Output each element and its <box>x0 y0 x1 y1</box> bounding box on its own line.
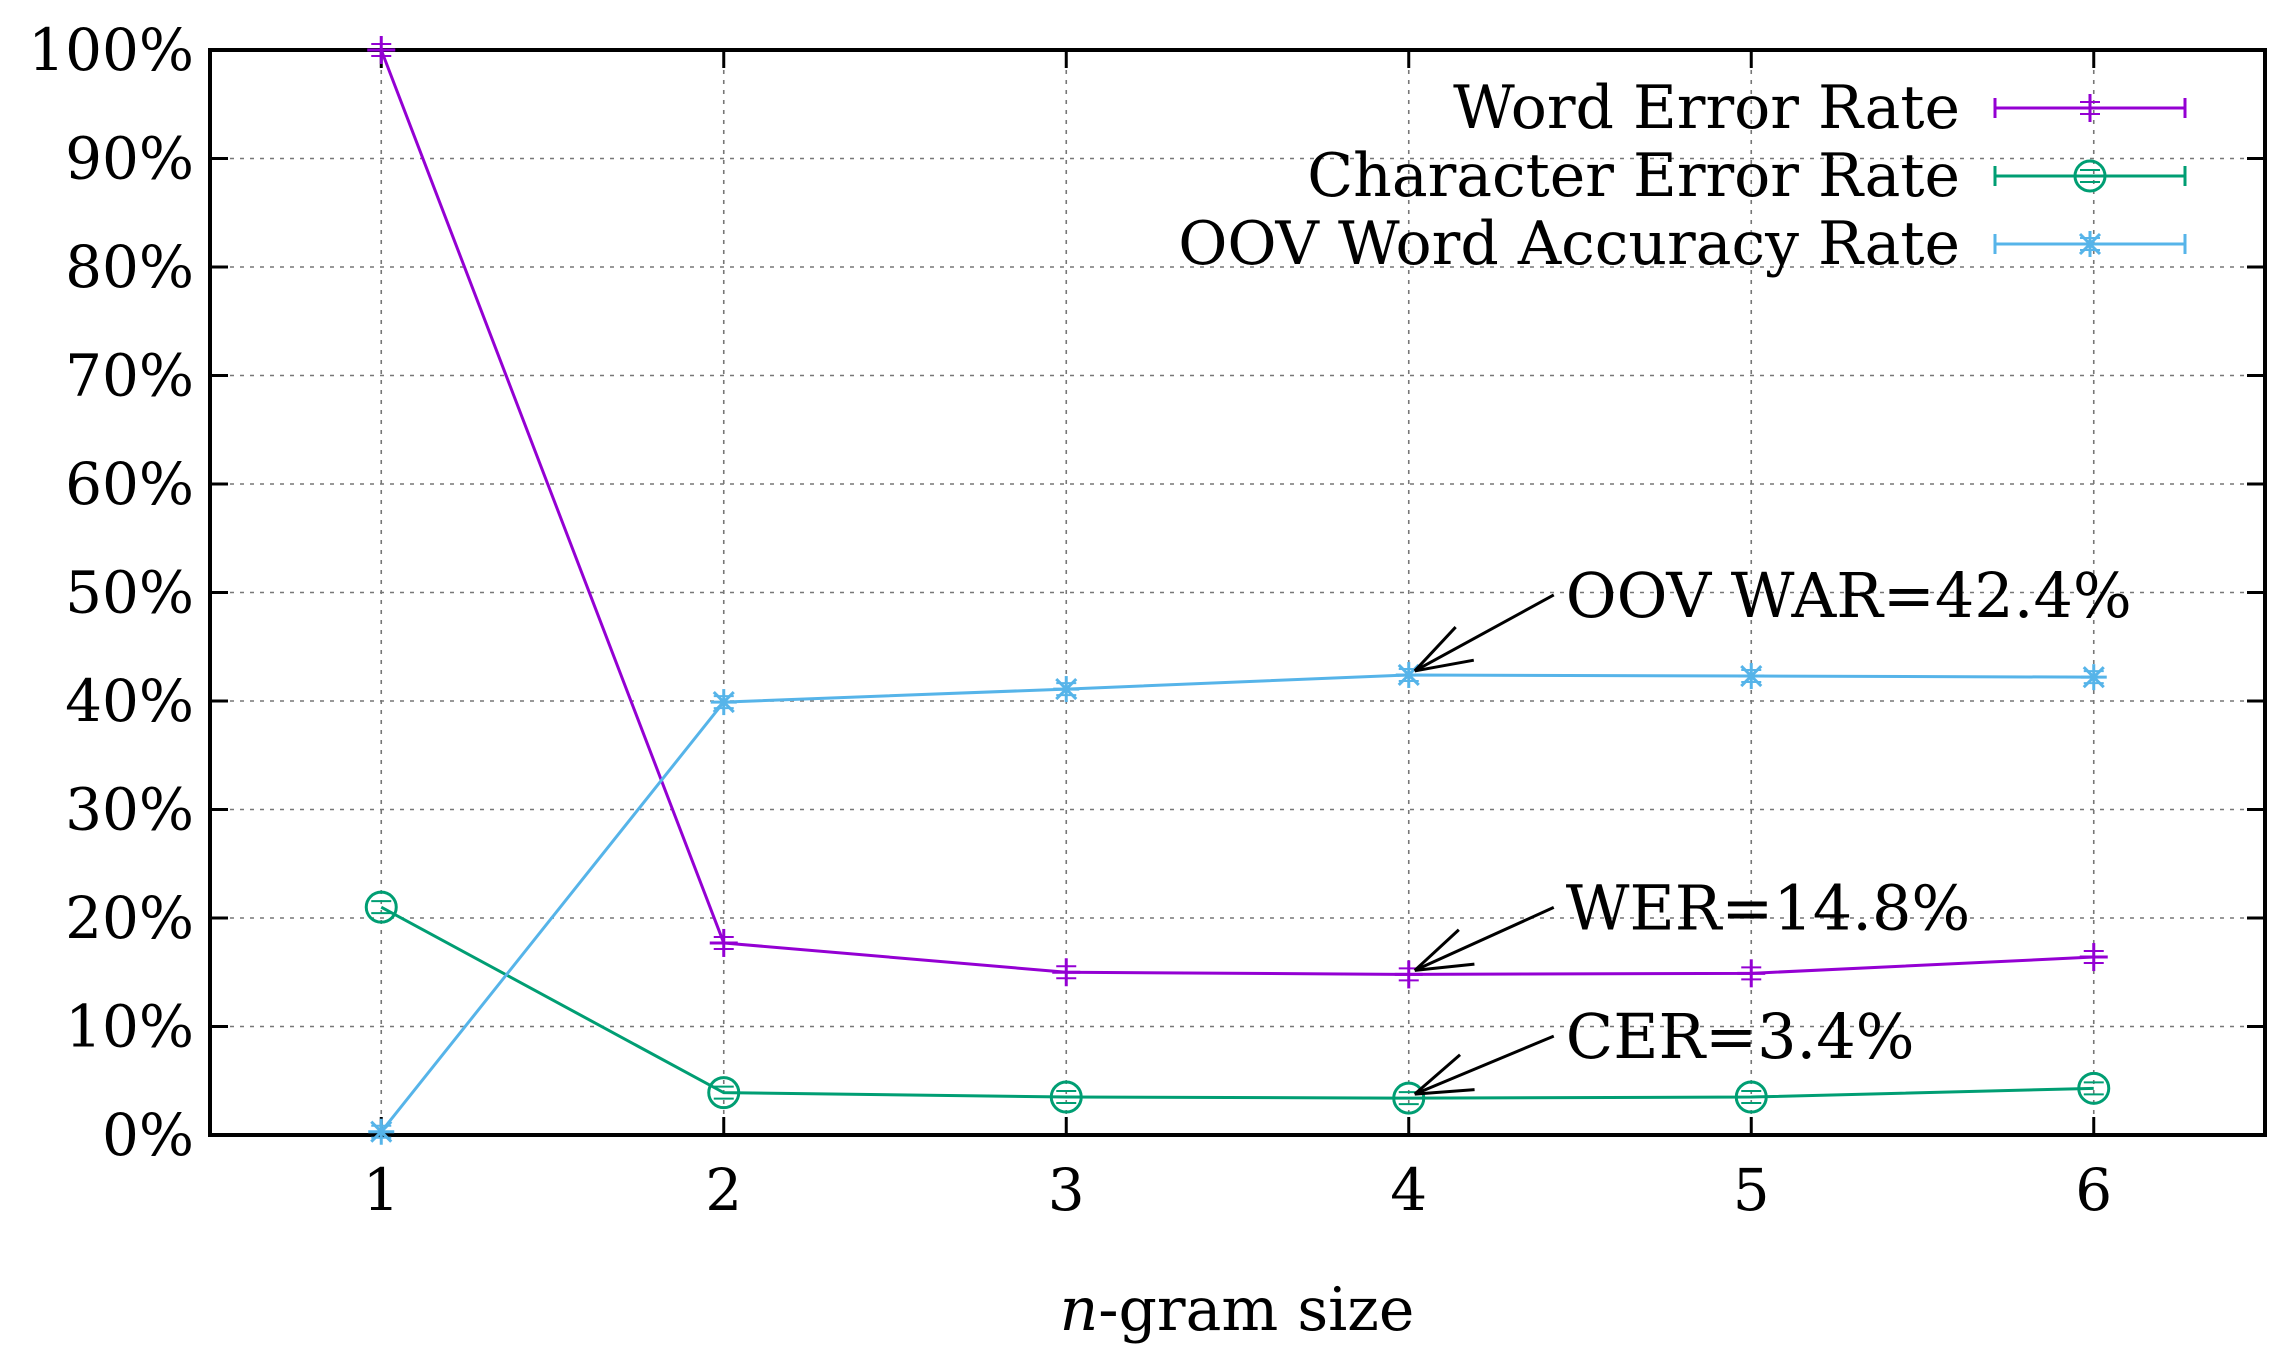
annotation: OOV WAR=42.4% <box>1413 559 2132 673</box>
annotation: WER=14.8% <box>1413 871 1971 972</box>
data-point <box>710 689 737 716</box>
y-tick-label: 40% <box>65 667 194 735</box>
x-axis-title-text: -gram size <box>1098 1275 1414 1344</box>
series-3 <box>368 661 2107 1145</box>
data-point <box>1738 663 1765 690</box>
data-point <box>367 36 396 64</box>
series-line <box>380 673 2094 1133</box>
x-axis-ticks: 1 2 3 4 5 6 <box>363 50 2112 1224</box>
annotation-arrowhead <box>1414 962 1475 972</box>
annotation-arrowhead <box>1414 658 1475 673</box>
legend-label: Character Error Rate <box>1307 141 1960 211</box>
annotation-arrowhead <box>1413 928 1460 972</box>
data-point <box>1052 958 1081 987</box>
y-tick-label: 80% <box>65 233 194 301</box>
x-axis-title: n-gram size <box>1060 1275 1415 1344</box>
y-tick-label: 60% <box>65 450 194 518</box>
y-tick-label: 90% <box>65 125 194 193</box>
annotation-label: WER=14.8% <box>1566 871 1971 944</box>
series-1 <box>367 36 2108 989</box>
data-point <box>2077 1071 2111 1105</box>
annotations: OOV WAR=42.4% WER=14.8% CER=3.4% <box>1413 559 2132 1096</box>
annotation-arrowhead <box>1413 626 1457 672</box>
data-point <box>1734 1080 1768 1114</box>
data-point <box>368 1118 395 1145</box>
data-point <box>1049 1080 1083 1114</box>
y-tick-label: 70% <box>65 342 194 410</box>
x-tick-label: 6 <box>2075 1156 2112 1224</box>
annotation-label: CER=3.4% <box>1566 1000 1915 1073</box>
x-tick-label: 2 <box>705 1156 742 1224</box>
legend-label: Word Error Rate <box>1453 73 1960 143</box>
data-point <box>2079 943 2108 972</box>
x-tick-label: 4 <box>1390 1156 1427 1224</box>
annotation: CER=3.4% <box>1413 1000 1915 1096</box>
x-tick-label: 3 <box>1048 1156 1085 1224</box>
series-lines <box>364 36 2111 1145</box>
annotation-arrowhead <box>1414 1088 1475 1096</box>
x-axis-title-variable: n <box>1060 1275 1099 1344</box>
legend-item: Word Error Rate <box>1453 73 2187 143</box>
annotation-arrow <box>1414 593 1555 673</box>
data-point <box>709 928 738 957</box>
x-tick-label: 5 <box>1733 1156 1770 1224</box>
data-point <box>1394 960 1423 989</box>
y-tick-label: 100% <box>28 16 194 84</box>
annotation-arrow <box>1414 1034 1555 1096</box>
y-tick-label: 50% <box>65 559 194 627</box>
series-line <box>380 905 2094 1100</box>
legend-marker <box>2073 159 2107 193</box>
data-point <box>1737 959 1766 988</box>
y-axis-ticks: 0% 10% 20% 30% 40% 50% 60% 70% 80% 90% 100% <box>28 16 2265 1169</box>
y-tick-label: 0% <box>102 1101 194 1169</box>
y-tick-label: 10% <box>65 993 194 1061</box>
legend-marker <box>2076 94 2104 122</box>
annotation-arrow <box>1414 906 1555 972</box>
legend-item: OOV Word Accuracy Rate <box>1178 209 2187 279</box>
legend-item: Character Error Rate <box>1307 141 2187 211</box>
series-2 <box>364 890 2111 1115</box>
annotation-label: OOV WAR=42.4% <box>1566 559 2132 632</box>
x-tick-label: 1 <box>363 1156 400 1224</box>
legend-label: OOV Word Accuracy Rate <box>1178 209 1960 279</box>
data-point <box>2080 664 2107 691</box>
y-tick-label: 20% <box>65 884 194 952</box>
gridlines <box>210 50 2265 1135</box>
series-line <box>379 49 2094 976</box>
legend-marker <box>2077 231 2103 257</box>
annotation-arrowhead <box>1413 1053 1462 1096</box>
data-point <box>1053 676 1080 703</box>
data-point <box>707 1076 741 1110</box>
y-tick-label: 30% <box>65 776 194 844</box>
data-point <box>364 890 398 924</box>
